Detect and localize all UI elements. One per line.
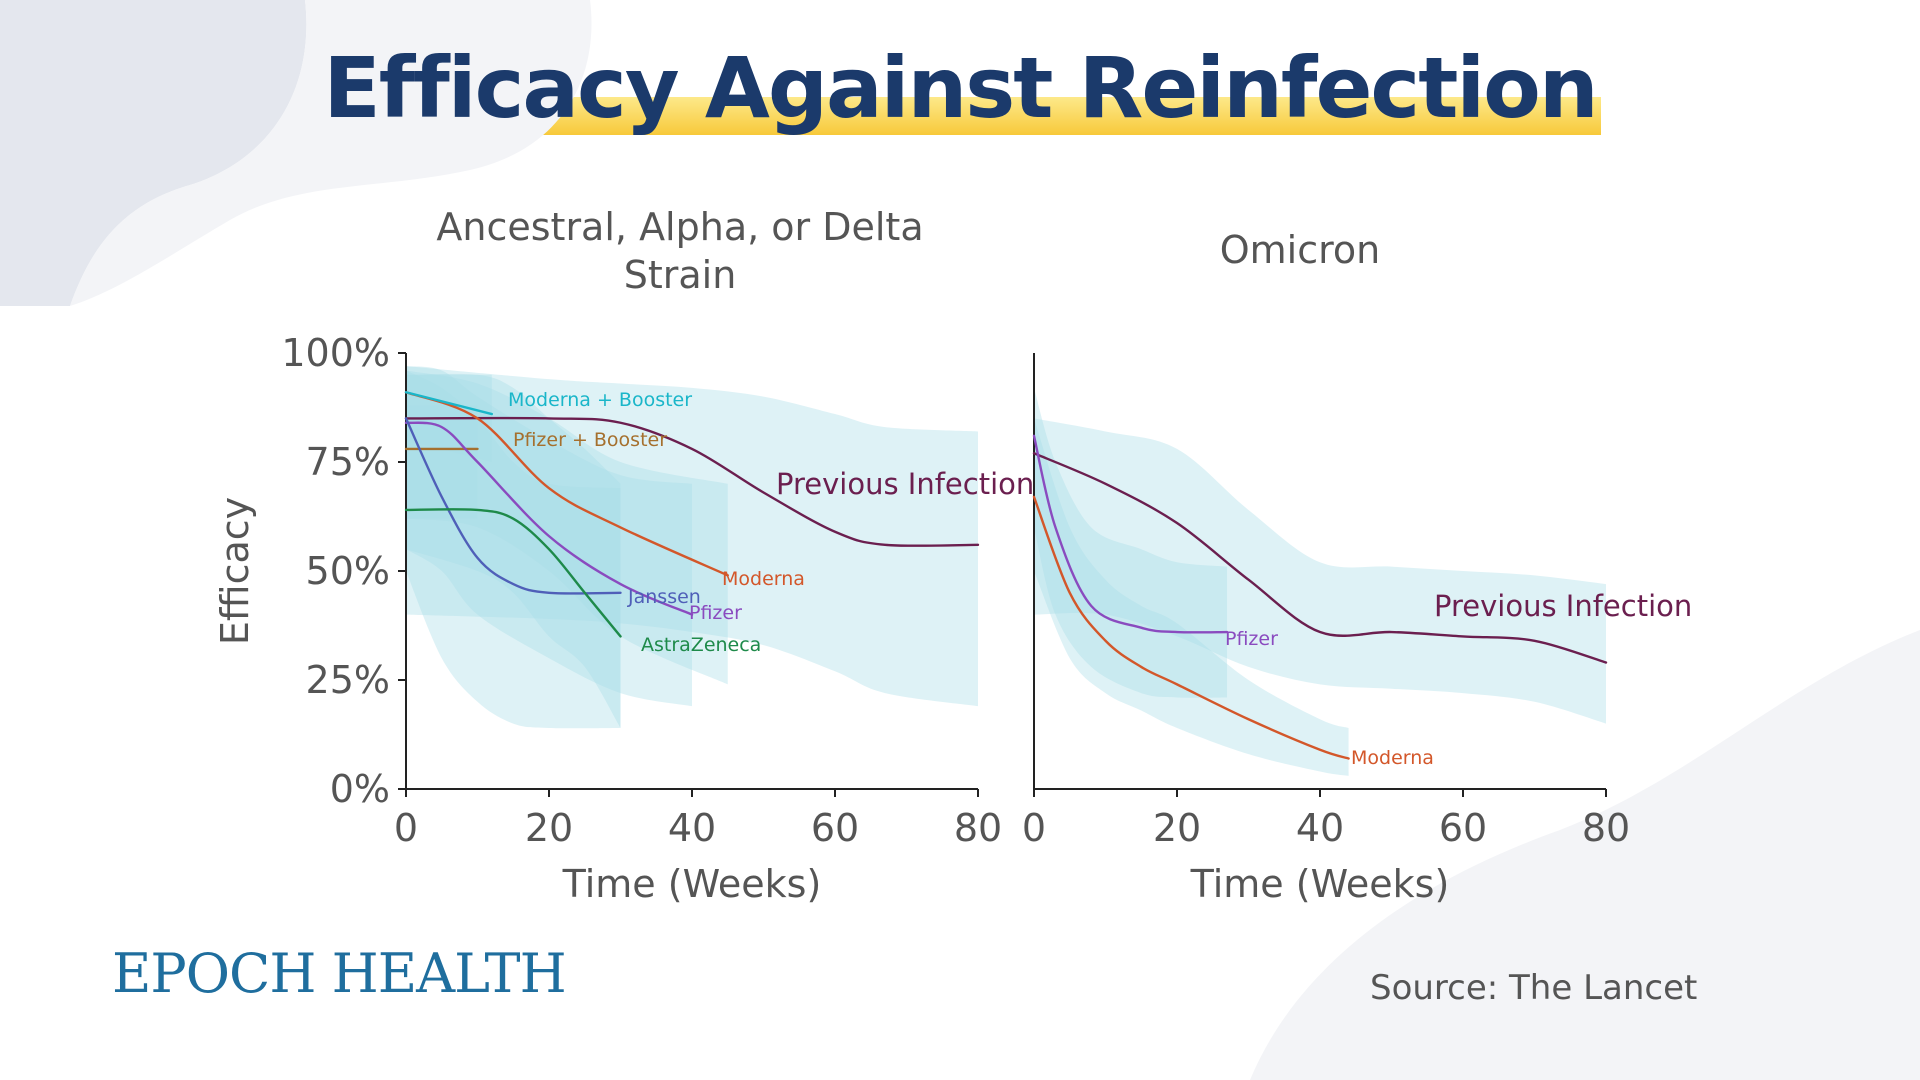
x-tick-label: 60 [1439,806,1487,850]
band-astrazeneca [406,373,621,728]
page-title: Efficacy Against Reinfection [319,39,1601,137]
page-title-text: Efficacy Against Reinfection [323,39,1598,137]
series-lines [1032,434,1608,760]
confidence-bands [1034,387,1606,776]
y-axis-label: Efficacy [213,497,257,645]
brand-logo: EPOCH HEALTH [112,942,567,1005]
x-axis-label: Time (Weeks) [1190,862,1450,906]
series-labels: Previous Infection Pfizer Moderna [1225,589,1692,769]
series-line-moderna-booster [404,391,493,416]
band-moderna [1034,418,1349,776]
x-tick-label: 20 [1153,806,1201,850]
chart-right-title: Omicron [1219,228,1381,272]
series-label-previous-infection: Previous Infection [776,467,1034,501]
series-line-moderna [404,391,729,577]
series-line-previous-infection [404,416,980,548]
confidence-bands [406,366,978,729]
x-tick-label: 40 [668,806,716,850]
series-label-pfizer: Pfizer [689,602,742,624]
series-line-pfizer [1032,434,1229,634]
y-tick-label: 25% [306,658,390,702]
series-label-moderna-booster: Moderna + Booster [508,389,692,411]
series-label-previous-infection: Previous Infection [1434,589,1692,623]
x-axis-label: Time (Weeks) [562,862,822,906]
source-note: Source: The Lancet [1370,968,1698,1008]
x-tick-label: 60 [811,806,859,850]
axes: 0 20 40 60 80 Time (Weeks) [1022,353,1630,906]
x-tick-label: 0 [1022,806,1046,850]
band-pfizer [1034,387,1228,698]
x-tick-label: 0 [394,806,418,850]
series-label-janssen: Janssen [627,586,701,608]
series-labels: Previous Infection Moderna Moderna + Boost… [508,389,1034,656]
y-tick-label: 0% [330,767,390,811]
x-tick-label: 80 [1582,806,1630,850]
band-janssen [406,370,621,729]
series-line-janssen [404,417,622,595]
series-label-moderna: Moderna [1351,747,1434,769]
chart-left-title: Ancestral, Alpha, or Delta Strain [436,205,924,297]
series-line-previous-infection [1032,452,1608,664]
band-previous-infection [1034,418,1606,724]
x-tick-label: 20 [525,806,573,850]
x-tick-label: 40 [1296,806,1344,850]
band-pfizer-booster [406,405,478,519]
series-lines [404,391,980,638]
y-tick-label: 50% [306,549,390,593]
series-line-moderna [1032,495,1350,760]
series-line-astrazeneca [404,508,622,638]
y-tick-label: 75% [306,440,390,484]
series-label-pfizer: Pfizer [1225,628,1278,650]
y-tick-label: 100% [281,331,390,375]
band-moderna [406,370,728,685]
series-label-astrazeneca: AstraZeneca [641,634,761,656]
series-label-moderna: Moderna [722,568,805,590]
series-line-pfizer [404,421,694,616]
band-previous-infection [406,366,978,707]
series-label-pfizer-booster: Pfizer + Booster [513,429,667,451]
chart-ancestral-alpha-delta: 0 20 40 60 80 0% 25% 50% 75% 100% Time (Weeks) Effi… [213,331,1034,906]
x-tick-label: 80 [954,806,1002,850]
axes: 0 20 40 60 80 0% 25% 50% 75% 100% Time (Weeks) Effi… [213,331,1002,906]
